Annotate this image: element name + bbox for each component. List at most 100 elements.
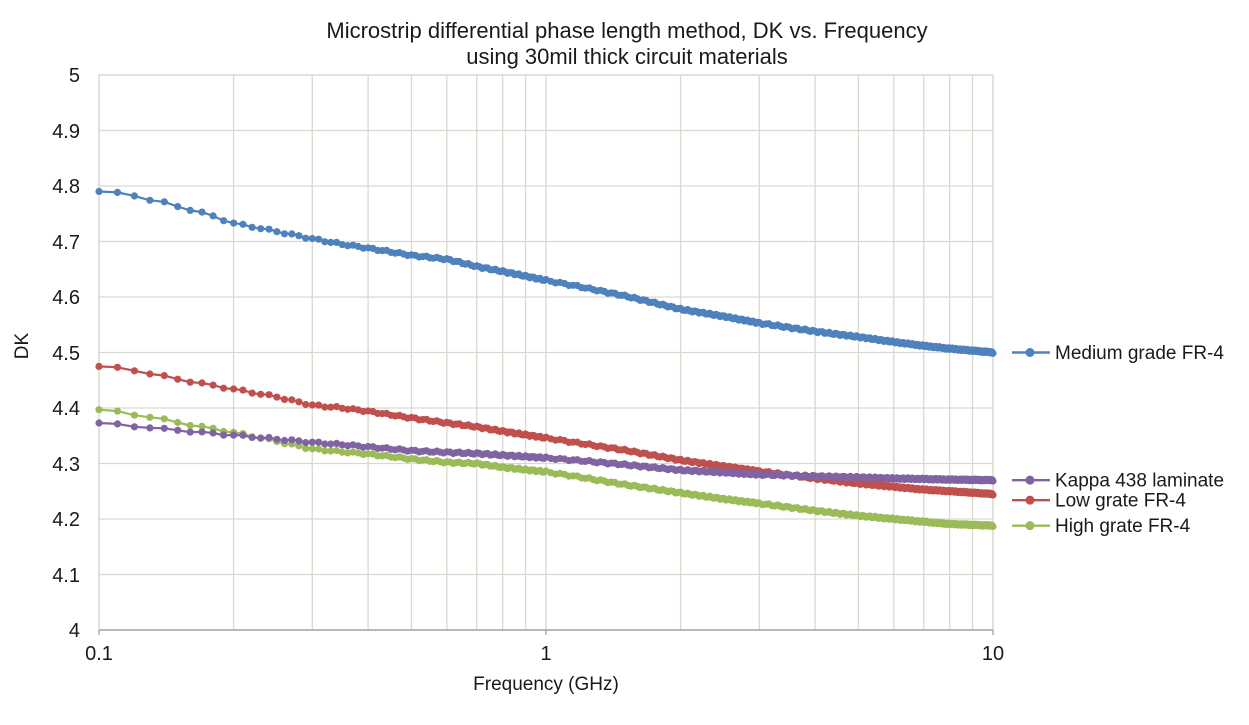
data-point-marker [220,384,228,392]
data-point-marker [280,230,289,238]
y-tick-label: 4.9 [52,121,80,143]
data-point-marker [321,238,329,246]
data-point-marker [239,431,247,439]
data-point-marker [230,219,238,227]
data-point-marker [220,217,228,225]
data-point-marker [160,415,168,423]
data-point-marker [198,208,206,216]
data-point-marker [248,223,256,231]
data-point-marker [288,436,296,444]
data-point-marker [273,435,281,443]
data-point-marker [209,381,217,389]
legend-entry-kappa-438-laminate: Kappa 438 laminate [1012,471,1224,492]
data-point-marker [338,448,346,456]
y-tick-label: 4 [69,620,80,642]
data-point-marker [280,395,289,403]
data-point-marker [295,398,303,406]
data-point-marker [333,238,341,246]
data-point-marker [95,419,103,427]
data-point-marker [130,192,138,200]
x-tick-label: 10 [982,643,1004,665]
y-tick-label: 4.5 [52,343,80,365]
data-point-marker [257,434,265,442]
data-point-marker [113,363,122,371]
series-kappa-438-laminate [95,419,997,485]
y-tick-label: 4.1 [52,565,80,587]
data-point-marker [338,404,346,412]
data-point-marker [239,220,247,228]
data-point-marker [230,431,238,439]
data-point-marker [146,370,154,378]
data-point-marker [333,439,341,447]
data-point-marker [321,447,329,455]
data-point-marker [186,206,194,214]
data-point-marker [265,225,273,233]
grid-lines [98,74,994,635]
data-point-marker [327,447,335,455]
series-medium-grade-fr-4 [95,187,997,357]
legend-marker-icon [1025,521,1035,531]
data-point-marker [186,378,194,386]
x-tick-label: 0.1 [85,643,113,665]
data-series [95,187,997,531]
data-point-marker [302,400,310,409]
data-point-marker [295,437,303,445]
data-point-marker [273,393,281,401]
x-axis-label: Frequency (GHz) [473,674,619,695]
data-point-marker [302,234,310,242]
data-point-marker [186,428,194,436]
data-point-marker [989,522,997,531]
data-point-marker [239,386,247,394]
y-tick-label: 4.2 [52,509,80,531]
data-point-marker [174,418,182,427]
data-point-marker [265,391,273,399]
data-point-marker [308,438,316,446]
data-point-marker [308,401,316,409]
y-tick-label: 4.3 [52,454,80,476]
series-high-grate-fr-4 [95,406,997,531]
data-point-marker [198,422,206,430]
data-point-marker [130,423,138,431]
data-point-marker [989,477,997,485]
data-point-marker [308,445,316,453]
data-point-marker [265,433,273,442]
data-point-marker [209,212,217,220]
data-point-marker [160,198,168,206]
data-point-marker [327,238,335,246]
legend-marker-icon [1025,495,1035,505]
data-point-marker [230,385,238,393]
data-point-marker [146,413,154,421]
y-tick-label: 4.8 [52,176,80,198]
data-point-marker [344,449,352,457]
data-point-marker [198,379,206,387]
data-point-marker [186,421,194,430]
data-point-marker [174,375,182,383]
data-point-marker [989,349,997,357]
data-point-marker [113,188,122,196]
data-point-marker [315,235,323,243]
data-point-marker [344,442,352,450]
data-point-marker [174,203,182,211]
x-tick-label: 1 [540,643,551,665]
data-point-marker [130,367,138,375]
data-point-marker [280,436,289,445]
data-point-marker [160,424,168,432]
data-point-marker [308,234,316,243]
data-point-marker [220,431,228,439]
y-tick-label: 5 [69,65,80,87]
data-point-marker [248,389,256,397]
data-point-marker [257,390,265,398]
legend-marker-icon [1025,348,1035,357]
legend-marker-icon [1025,475,1035,485]
data-point-marker [257,225,265,233]
data-point-marker [315,401,323,409]
data-point-marker [95,406,103,414]
legend-entry-medium-grade-fr-4: Medium grade FR-4 [1012,343,1224,364]
data-point-marker [198,428,206,436]
legend-label: High grate FR-4 [1055,516,1191,537]
legend-entry-low-grate-fr-4: Low grate FR-4 [1012,491,1186,512]
data-point-marker [95,362,103,370]
data-point-marker [113,420,122,428]
